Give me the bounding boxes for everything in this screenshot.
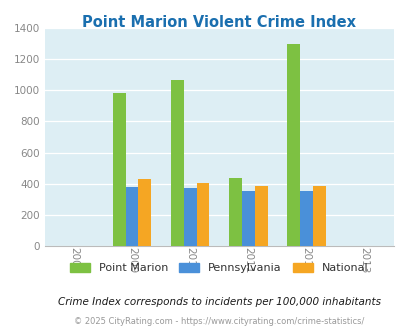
Bar <box>287 44 299 246</box>
Bar <box>228 178 241 246</box>
Bar <box>241 191 254 246</box>
Bar <box>171 80 183 246</box>
Bar <box>138 179 151 246</box>
Text: Crime Index corresponds to incidents per 100,000 inhabitants: Crime Index corresponds to incidents per… <box>58 297 380 307</box>
Bar <box>312 186 325 246</box>
Text: © 2025 CityRating.com - https://www.cityrating.com/crime-statistics/: © 2025 CityRating.com - https://www.city… <box>74 317 364 326</box>
Legend: Point Marion, Pennsylvania, National: Point Marion, Pennsylvania, National <box>70 263 368 273</box>
Bar <box>125 187 138 246</box>
Bar <box>113 93 125 246</box>
Bar <box>299 191 312 246</box>
Text: Point Marion Violent Crime Index: Point Marion Violent Crime Index <box>82 15 355 30</box>
Bar <box>183 187 196 246</box>
Bar <box>196 183 209 246</box>
Bar <box>254 186 267 246</box>
